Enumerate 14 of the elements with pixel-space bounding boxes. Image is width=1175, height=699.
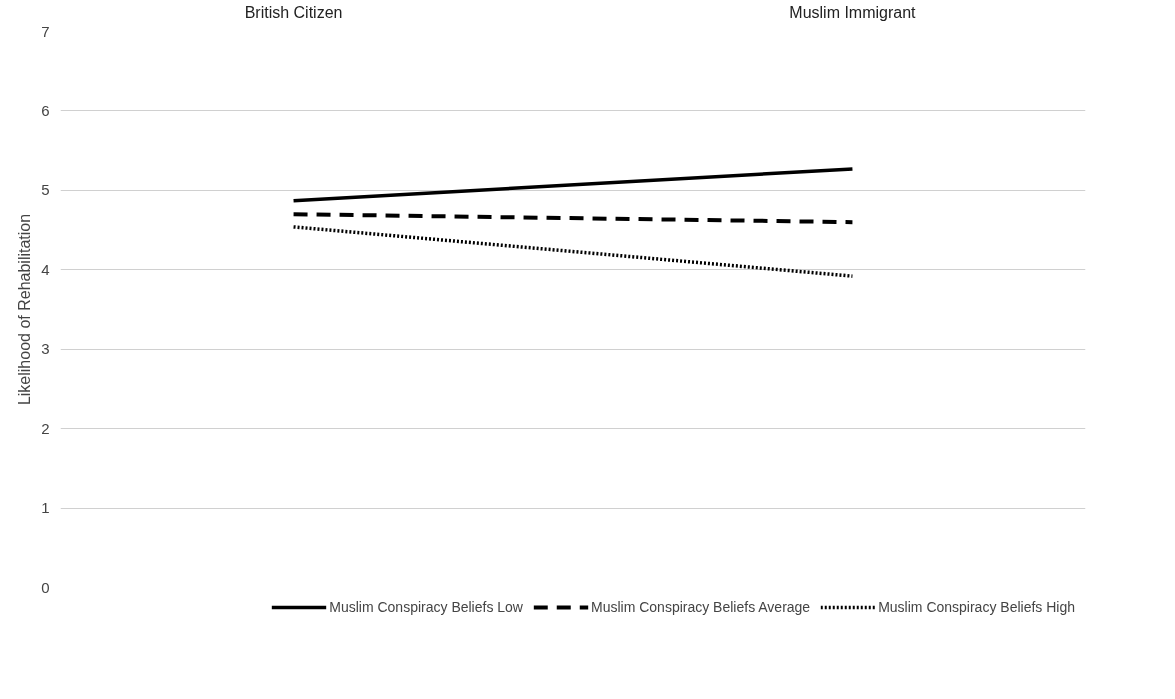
y-tick-label: 6 bbox=[41, 101, 50, 119]
y-tick-label: 7 bbox=[41, 22, 50, 40]
legend-label: Muslim Conspiracy Beliefs Average bbox=[590, 599, 811, 615]
x-tick-label: British Citizen bbox=[244, 3, 343, 21]
y-tick-label: 3 bbox=[41, 340, 50, 358]
legend-label: Muslim Conspiracy Beliefs Low bbox=[329, 599, 523, 615]
y-axis-title: Likelihood of Rehabilitation bbox=[16, 213, 34, 406]
y-tick-label: 0 bbox=[41, 578, 50, 596]
x-tick-label: Muslim Immigrant bbox=[789, 3, 917, 21]
y-tick-label: 2 bbox=[41, 419, 50, 437]
legend-label: Muslim Conspiracy Beliefs High bbox=[878, 599, 1075, 615]
y-tick-label: 4 bbox=[41, 260, 50, 278]
y-tick-label: 5 bbox=[41, 181, 50, 199]
y-tick-label: 1 bbox=[41, 499, 50, 517]
